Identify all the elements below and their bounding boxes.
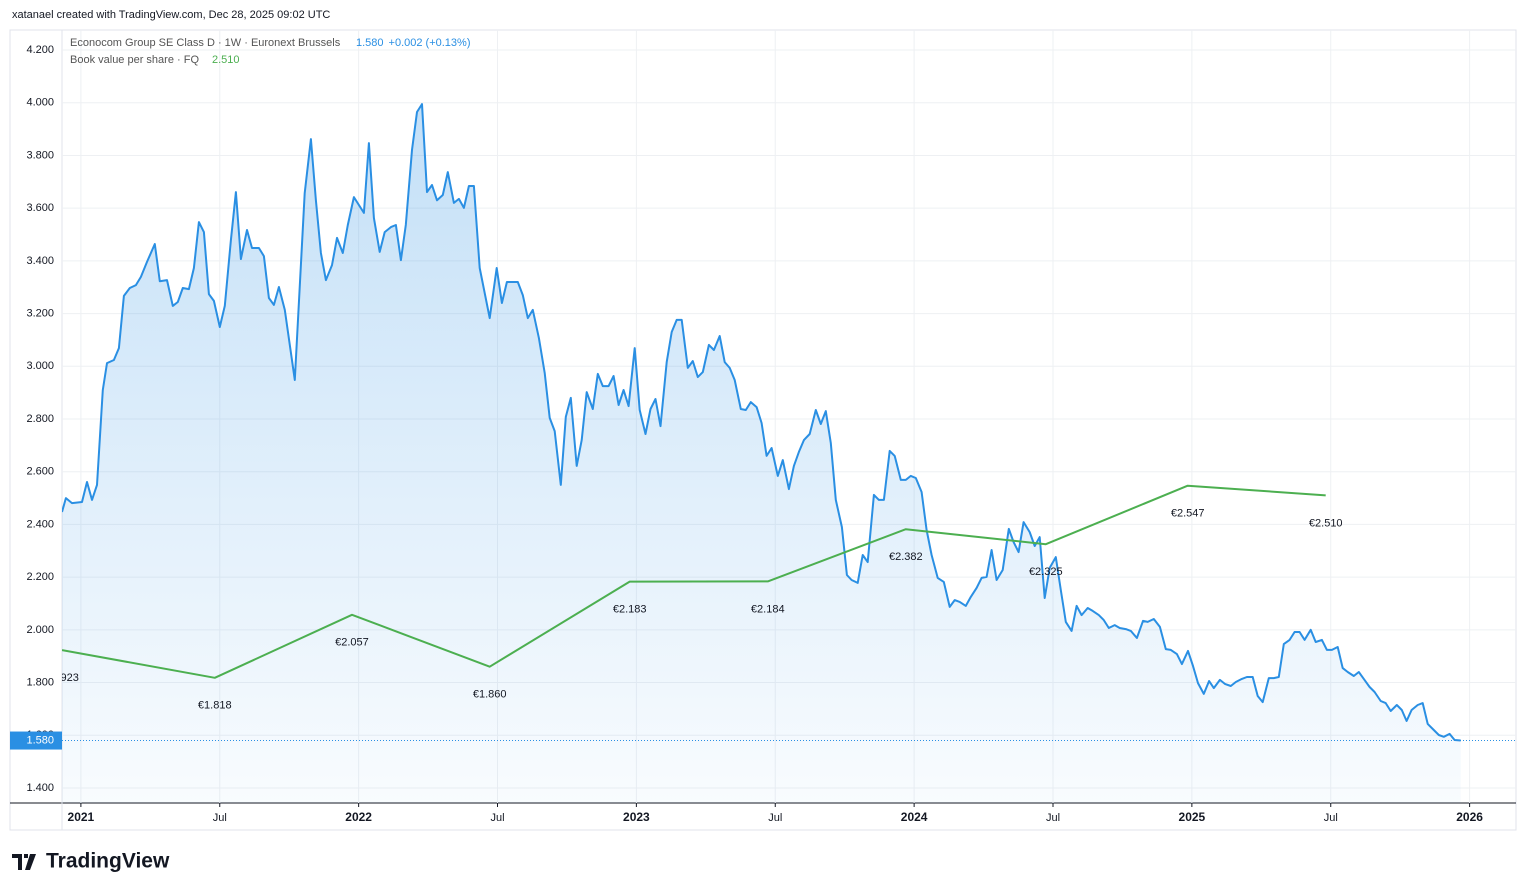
legend-indicator: Book value per share · FQ xyxy=(70,54,199,66)
y-tick-label: 2.200 xyxy=(26,571,54,583)
legend-price: 1.580 xyxy=(356,37,384,49)
data-label: €2.183 xyxy=(613,604,647,616)
y-tick-label: 2.400 xyxy=(26,518,54,530)
x-tick-label: 2022 xyxy=(345,810,372,824)
x-tick-label: 2024 xyxy=(901,810,928,824)
y-tick-label: 3.200 xyxy=(26,307,54,319)
y-tick-label: 3.800 xyxy=(26,149,54,161)
attribution: xatanael created with TradingView.com, D… xyxy=(12,9,330,21)
last-price-label: 1.580 xyxy=(26,734,54,746)
book-value-line xyxy=(62,484,1326,679)
logo-icon xyxy=(12,854,36,870)
y-tick-label: 3.000 xyxy=(26,360,54,372)
area-fill xyxy=(62,104,1461,803)
legend-symbol: Econocom Group SE Class D · 1W · Euronex… xyxy=(70,37,341,49)
y-tick-label: 1.800 xyxy=(26,676,54,688)
x-tick-label: 2021 xyxy=(68,810,95,824)
price-line xyxy=(62,103,1461,742)
x-tick-label: Jul xyxy=(1046,812,1060,824)
data-label: €2.510 xyxy=(1309,517,1343,529)
data-label: €1.923 xyxy=(45,672,79,684)
chart-frame xyxy=(9,29,1517,831)
x-tick-label: 2025 xyxy=(1179,810,1206,824)
y-tick-label: 2.800 xyxy=(26,413,54,425)
legend-book-value: 2.510 xyxy=(212,54,240,66)
y-tick-label: 1.400 xyxy=(26,782,54,794)
data-label: €2.382 xyxy=(889,551,923,563)
last-price-tag xyxy=(10,731,62,750)
logo-text: TradingView xyxy=(46,850,170,873)
data-label: €2.547 xyxy=(1171,508,1205,520)
x-tick-label: 2026 xyxy=(1456,810,1483,824)
y-tick-label: 4.200 xyxy=(26,44,54,56)
x-tick-label: Jul xyxy=(213,812,227,824)
x-tick-label: Jul xyxy=(768,812,782,824)
data-label: €2.184 xyxy=(751,603,785,615)
data-label: €1.860 xyxy=(473,689,507,701)
legend-change: +0.002 (+0.13%) xyxy=(389,37,471,49)
data-label: €2.325 xyxy=(1029,566,1063,578)
x-tick-label: 2023 xyxy=(623,810,650,824)
x-tick-label: Jul xyxy=(1324,812,1338,824)
y-tick-label: 2.000 xyxy=(26,624,54,636)
data-label: €2.057 xyxy=(335,637,369,649)
logo: TradingView xyxy=(12,850,170,873)
y-tick-label: 3.600 xyxy=(26,202,54,214)
x-tick-label: Jul xyxy=(490,812,504,824)
y-tick-label: 4.000 xyxy=(26,97,54,109)
y-tick-label: 2.600 xyxy=(26,466,54,478)
data-label: €1.818 xyxy=(198,700,232,712)
y-tick-label: 3.400 xyxy=(26,255,54,267)
